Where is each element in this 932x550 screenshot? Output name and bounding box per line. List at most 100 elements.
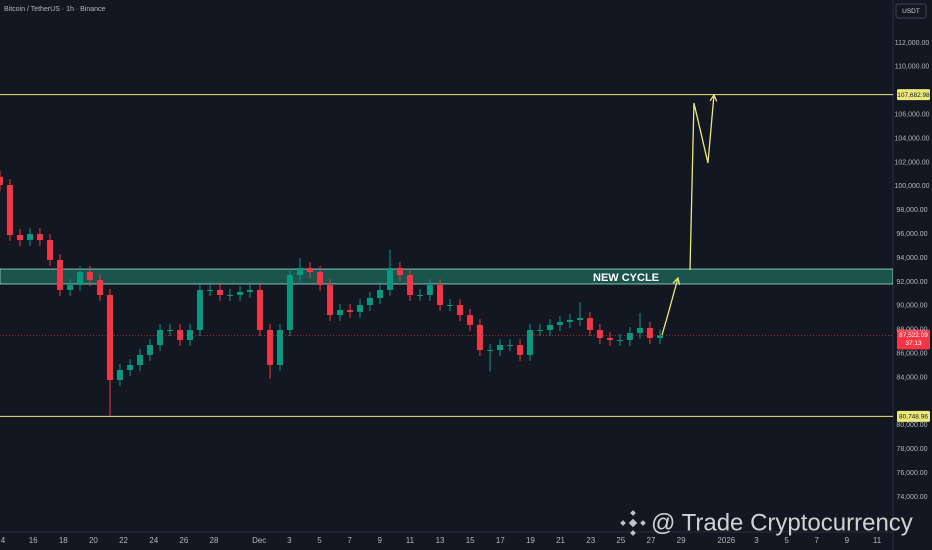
candle-body [476,324,483,351]
candle-body [336,310,343,316]
zone-label: NEW CYCLE [593,272,659,284]
x-tick-label: 25 [616,536,625,545]
candle-body [146,345,153,355]
y-tick-label: 86,000.00 [896,350,927,357]
candle-body [586,318,593,330]
candle-body [297,267,304,276]
projection-path [689,94,715,271]
candle-body [177,329,184,341]
candle-body [226,294,233,296]
candle-body [396,267,403,276]
candle-body [327,285,334,316]
candle-body [407,275,414,295]
last-price-label: 87,522.09 [899,332,928,339]
candle-body [487,350,494,352]
currency-box[interactable] [895,3,927,19]
candle-body [517,345,524,355]
candle-body [317,272,324,286]
currency[interactable]: USDT [902,8,920,15]
x-tick-label: 18 [59,536,68,545]
level-label: 107,682.98 [897,92,930,99]
candle-body [157,329,164,346]
y-tick-label: 80,000.00 [896,422,927,429]
y-tick-label: 90,000.00 [896,303,927,310]
y-tick-label: 78,000.00 [896,446,927,453]
candle-body [47,240,54,260]
candle-body [207,289,214,291]
candle-body [237,291,244,295]
x-tick-label: 9 [378,536,383,545]
projection-arrowhead [672,276,681,285]
chart-title: Bitcoin / TetherUS · 1h · Binance [4,6,106,13]
y-tick-label: 84,000.00 [896,374,927,381]
candle-body [97,280,104,295]
y-tick-label: 88,000.00 [896,327,927,334]
x-tick-label: 17 [496,536,505,545]
candle-body [347,310,354,312]
y-tick-label: 92,000.00 [896,279,927,286]
x-tick-label: 16 [29,536,38,545]
y-tick-label: 74,000.00 [896,494,927,501]
candle-body [547,324,554,330]
x-tick-label: 11 [406,536,415,545]
countdown: 37:13 [905,340,922,347]
candle-body [306,267,313,273]
y-tick-label: 112,000.00 [895,40,930,47]
x-tick-label: 9 [845,536,850,545]
candle-body [26,234,33,241]
x-tick-label: 21 [556,536,565,545]
candle-body [67,285,74,290]
candle-body [657,335,664,338]
y-tick-label: 100,000.00 [894,183,929,190]
level-label-box [897,410,930,422]
projection-arrowhead [709,93,718,102]
x-tick-label: 7 [815,536,820,545]
y-tick-label: 76,000.00 [896,470,927,477]
candle-body [246,289,253,292]
candle-body [267,329,274,365]
candle-body [127,364,134,370]
candle-body [446,305,453,307]
y-tick-label: 106,000.00 [894,112,929,119]
candle-body [107,294,114,381]
candle-body [256,289,263,330]
candle-body [166,329,173,331]
candle-body [467,315,474,325]
x-tick-label: 27 [647,536,656,545]
last-price-box [897,329,930,350]
x-tick-label: 28 [210,536,219,545]
x-tick-label: 13 [436,536,445,545]
candle-body [187,329,194,341]
x-tick-label: 15 [466,536,475,545]
x-tick-label: 3 [754,536,759,545]
x-tick-label: 20 [89,536,98,545]
x-tick-label: 11 [873,536,882,545]
y-tick-label: 102,000.00 [894,159,929,166]
x-tick-label: 24 [149,536,158,545]
candle-body [377,289,384,298]
candle-body [566,319,573,322]
candle-body [6,185,13,235]
candle-body [196,289,203,330]
candle-body [616,340,623,342]
x-tick-label: 5 [784,536,789,545]
candle-body [626,332,633,341]
candle-body [366,297,373,306]
watermark: @ Trade Cryptocurrency [651,509,913,536]
candle-body [386,267,393,290]
candle-body [17,234,24,241]
candle-body [506,345,513,347]
candle-body [536,329,543,331]
zone [0,268,893,285]
candle-body [56,259,63,290]
candle-body [86,272,93,281]
level-label: 80,748.96 [899,414,928,421]
candle-body [556,321,563,325]
candle-body [577,318,584,320]
candle-body [357,305,364,312]
x-tick-label: 7 [347,536,352,545]
y-tick-label: 94,000.00 [896,255,927,262]
x-tick-label: 2026 [717,536,735,545]
